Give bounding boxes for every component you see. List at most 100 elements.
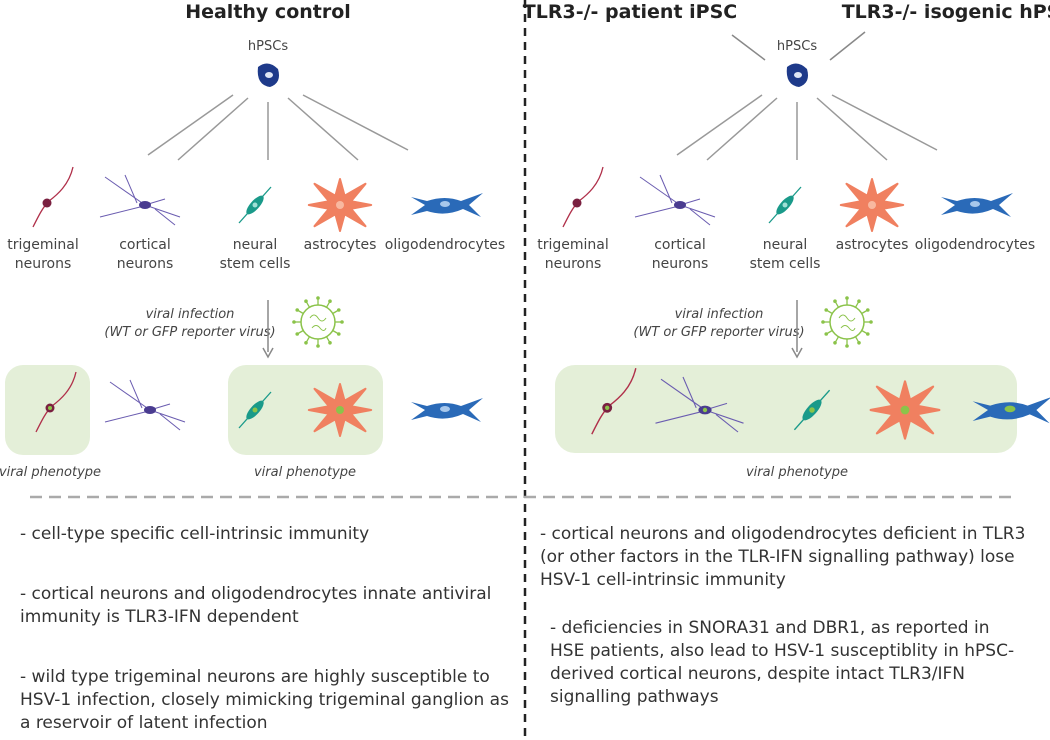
stroke: [159, 413, 181, 431]
spike: [824, 308, 829, 312]
arrowhead: [791, 347, 803, 359]
stroke: [104, 411, 146, 423]
stroke: [834, 301, 840, 308]
stroke: [144, 204, 181, 218]
spike: [336, 308, 341, 312]
stroke: [124, 174, 138, 204]
spike: [328, 299, 332, 304]
spike: [833, 299, 837, 304]
soma: [572, 198, 582, 208]
stroke: [679, 204, 716, 218]
stroke: [854, 336, 860, 343]
title: TLR3-/- isogenic hPSC: [842, 1, 1050, 23]
stroke: [332, 309, 339, 315]
bullet: - cortical neurons and oligodendrocytes …: [540, 524, 1026, 590]
phenotype-label: viral phenotype: [254, 465, 356, 480]
spike: [833, 340, 837, 345]
spike: [340, 320, 344, 324]
spike: [295, 308, 300, 312]
cell: [238, 391, 272, 429]
cell-label: astrocytes: [304, 237, 377, 253]
cell-label: cortical: [654, 237, 706, 253]
cell: [634, 174, 716, 226]
nucleus: [440, 201, 450, 207]
connector: [829, 31, 866, 61]
cell-label: oligodendrocytes: [385, 237, 505, 253]
rna: [838, 314, 856, 331]
bullet: - cortical neurons and oligodendrocytes …: [20, 584, 492, 627]
bullet: - cell-type specific cell-intrinsic immu…: [20, 524, 370, 544]
cell-label: trigeminal: [7, 237, 79, 253]
cell: [99, 174, 181, 226]
stroke: [305, 336, 311, 343]
title: Healthy control: [185, 1, 351, 23]
soma: [139, 201, 151, 209]
stroke: [147, 94, 234, 156]
virus: [702, 407, 708, 413]
cell: [655, 376, 744, 433]
cell: [104, 379, 186, 431]
spike: [336, 332, 341, 336]
cell-label: neurons: [545, 256, 602, 272]
stroke: [332, 329, 339, 335]
spike: [857, 299, 861, 304]
stroke: [682, 376, 697, 409]
axon: [32, 166, 74, 228]
cell-label: astrocytes: [836, 237, 909, 253]
spike: [845, 296, 849, 300]
stroke: [660, 378, 706, 411]
stroke: [149, 409, 186, 423]
cell: [941, 193, 1013, 217]
cell-label: neurons: [652, 256, 709, 272]
nucleus: [336, 201, 344, 209]
stroke: [826, 329, 833, 335]
nucleus: [868, 201, 876, 209]
stroke: [715, 413, 739, 433]
stroke: [676, 94, 763, 156]
cell: [869, 380, 941, 440]
soma: [674, 201, 686, 209]
stroke: [834, 336, 840, 343]
phenotype-label: viral phenotype: [746, 465, 848, 480]
axon: [562, 166, 604, 228]
stroke: [861, 329, 868, 335]
stroke: [704, 409, 744, 424]
cell: [32, 166, 74, 228]
stroke: [861, 309, 868, 315]
cell-label: stem cells: [220, 256, 291, 272]
stroke: [634, 206, 676, 218]
stroke: [297, 329, 304, 335]
cell: [35, 371, 77, 433]
cell-label: trigeminal: [537, 237, 609, 253]
stroke: [659, 174, 673, 204]
cell: [972, 397, 1050, 424]
cell: [411, 193, 483, 217]
spike: [857, 340, 861, 345]
nucleus: [336, 406, 344, 414]
spike: [304, 340, 308, 345]
stroke: [325, 301, 331, 308]
phenotype-box: [555, 365, 1017, 453]
root-label: hPSCs: [777, 39, 817, 54]
cell: [768, 186, 802, 224]
cell-label: cortical: [119, 237, 171, 253]
spike: [821, 320, 825, 324]
stroke: [831, 94, 938, 151]
spike: [295, 332, 300, 336]
spike: [869, 320, 873, 324]
root-label: hPSCs: [248, 39, 288, 54]
cell-label: neurons: [15, 256, 72, 272]
spike: [328, 340, 332, 345]
cell-label: neural: [763, 237, 808, 253]
stroke: [104, 176, 146, 206]
stroke: [109, 381, 151, 411]
stroke: [826, 309, 833, 315]
cell: [562, 166, 604, 228]
rna: [309, 314, 327, 331]
stroke: [305, 301, 311, 308]
nucleus: [794, 72, 802, 78]
soma: [144, 406, 156, 414]
arrowhead: [262, 347, 274, 359]
